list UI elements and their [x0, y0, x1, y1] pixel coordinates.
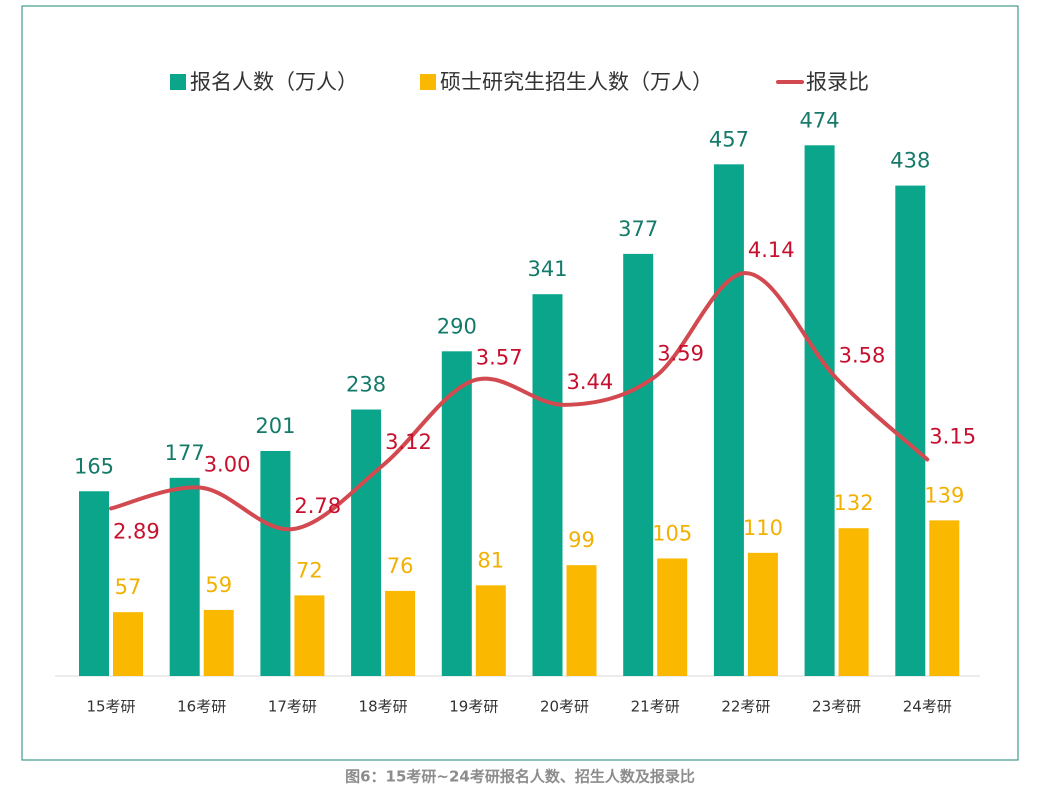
data-label: 72 — [296, 558, 323, 582]
data-label: 76 — [387, 554, 414, 578]
bar — [385, 590, 416, 676]
data-label: 110 — [743, 516, 783, 540]
data-label: 341 — [527, 257, 567, 281]
data-label: 201 — [255, 414, 295, 438]
x-tick-label: 21考研 — [631, 698, 680, 716]
data-label: 3.12 — [385, 430, 432, 454]
frame — [21, 5, 1019, 761]
legend-label: 硕士研究生招生人数（万人） — [440, 70, 713, 94]
bar — [838, 528, 869, 676]
data-label: 3.58 — [839, 344, 886, 368]
bar — [294, 595, 325, 676]
data-label: 81 — [477, 548, 504, 572]
bar — [203, 609, 234, 676]
data-label: 238 — [346, 373, 386, 397]
x-tick-label: 20考研 — [540, 698, 589, 716]
x-tick-label: 15考研 — [86, 698, 135, 716]
data-label: 177 — [165, 441, 205, 465]
bar — [895, 185, 926, 676]
data-label: 2.89 — [113, 519, 160, 543]
data-label: 3.00 — [204, 453, 251, 477]
x-tick-label: 17考研 — [268, 698, 317, 716]
legend-label: 报录比 — [806, 70, 869, 94]
x-tick-label: 24考研 — [903, 698, 952, 716]
bar — [79, 491, 109, 676]
legend-swatch — [420, 74, 436, 90]
bar — [657, 558, 688, 676]
legend-swatch — [170, 74, 186, 90]
data-label: 132 — [834, 491, 874, 515]
caption: 图6：15考研~24考研报名人数、招生人数及报录比 — [345, 768, 695, 786]
data-label: 165 — [74, 454, 114, 478]
bar — [804, 145, 835, 676]
data-label: 3.15 — [929, 424, 976, 448]
x-tick-label: 16考研 — [177, 698, 226, 716]
data-label: 105 — [652, 521, 692, 545]
x-tick-label: 18考研 — [359, 698, 408, 716]
bar — [566, 565, 597, 676]
data-label: 99 — [568, 528, 595, 552]
data-label: 57 — [115, 575, 142, 599]
x-tick-label: 19考研 — [449, 698, 498, 716]
data-label: 3.59 — [657, 342, 704, 366]
x-tick-label: 22考研 — [721, 698, 770, 716]
data-label: 2.78 — [294, 494, 341, 518]
data-label: 290 — [437, 314, 477, 338]
bar — [169, 477, 200, 676]
data-label: 139 — [924, 483, 964, 507]
data-label: 457 — [709, 127, 749, 151]
bar — [532, 294, 563, 676]
bar — [260, 450, 291, 676]
data-label: 377 — [618, 217, 658, 241]
data-label: 3.57 — [476, 345, 523, 369]
data-label: 3.44 — [567, 370, 614, 394]
bar — [929, 520, 960, 676]
data-label: 4.14 — [748, 238, 795, 262]
bar — [475, 585, 506, 676]
bar — [351, 409, 382, 676]
bar — [623, 253, 654, 676]
legend-label: 报名人数（万人） — [190, 70, 358, 94]
bar — [747, 552, 778, 676]
bar — [713, 164, 744, 676]
data-label: 59 — [205, 573, 232, 597]
x-tick-label: 23考研 — [812, 698, 861, 716]
bar — [113, 612, 143, 676]
bar — [441, 351, 472, 676]
data-label: 438 — [890, 149, 930, 173]
data-label: 474 — [800, 108, 840, 132]
line — [109, 271, 930, 532]
